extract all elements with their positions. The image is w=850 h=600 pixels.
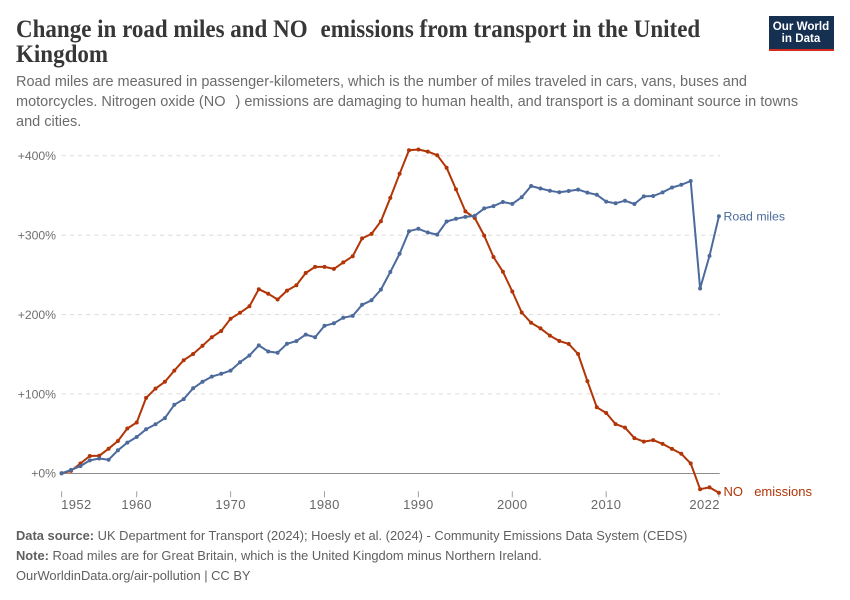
svg-text:+300%: +300% [18,229,56,243]
svg-text:1970: 1970 [215,497,246,512]
svg-text:1980: 1980 [309,497,340,512]
svg-text:2022: 2022 [689,497,720,512]
svg-text:+400%: +400% [18,149,56,163]
svg-text:+200%: +200% [18,308,56,322]
svg-text:1960: 1960 [121,497,152,512]
svg-text:Road miles: Road miles [724,210,786,224]
svg-text:1952: 1952 [61,497,92,512]
svg-text:2010: 2010 [591,497,622,512]
svg-text:1990: 1990 [403,497,434,512]
svg-text:+100%: +100% [18,387,56,401]
svg-text:2000: 2000 [497,497,528,512]
svg-text:+0%: +0% [31,467,56,481]
